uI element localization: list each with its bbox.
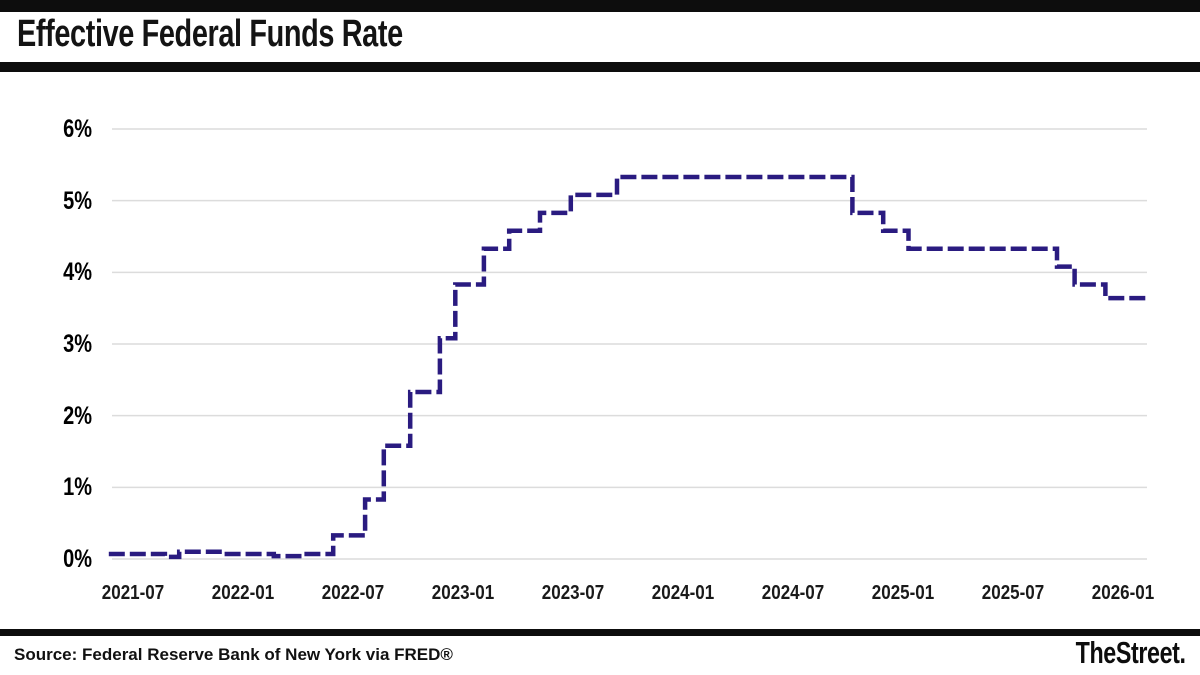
page-title: Effective Federal Funds Rate xyxy=(17,13,403,55)
x-tick-label: 2025-07 xyxy=(981,582,1045,604)
y-tick-label: 0% xyxy=(63,545,92,573)
footer-divider-bar xyxy=(0,629,1200,636)
y-tick-label: 5% xyxy=(63,186,92,215)
x-tick-label: 2025-01 xyxy=(871,582,935,604)
x-tick-label: 2023-01 xyxy=(431,582,495,604)
effr-chart: 6% 5% 4% 3% 2% 1% 0% 2021-07 2022-01 2022-07 2023… xyxy=(0,72,1200,612)
top-black-bar xyxy=(0,0,1200,12)
y-tick-label: 6% xyxy=(63,115,92,143)
x-tick-label: 2023-07 xyxy=(541,582,605,604)
y-tick-label: 1% xyxy=(63,473,92,502)
x-tick-label: 2022-07 xyxy=(321,582,385,604)
thestreet-logo: TheStreet. xyxy=(1076,635,1186,670)
x-tick-label: 2021-07 xyxy=(101,582,165,604)
y-tick-label: 4% xyxy=(63,258,92,287)
effr-line xyxy=(108,174,1148,560)
x-tick-label: 2024-01 xyxy=(651,582,715,604)
x-tick-label: 2024-07 xyxy=(761,582,825,604)
y-tick-label: 2% xyxy=(63,401,92,430)
title-underline-bar xyxy=(0,62,1200,72)
x-tick-label: 2022-01 xyxy=(211,582,275,604)
source-attribution: Source: Federal Reserve Bank of New York… xyxy=(14,645,453,664)
x-tick-label: 2026-01 xyxy=(1091,582,1155,604)
gridlines xyxy=(112,128,1147,560)
y-tick-label: 3% xyxy=(63,330,92,358)
chart-canvas xyxy=(108,128,1148,560)
